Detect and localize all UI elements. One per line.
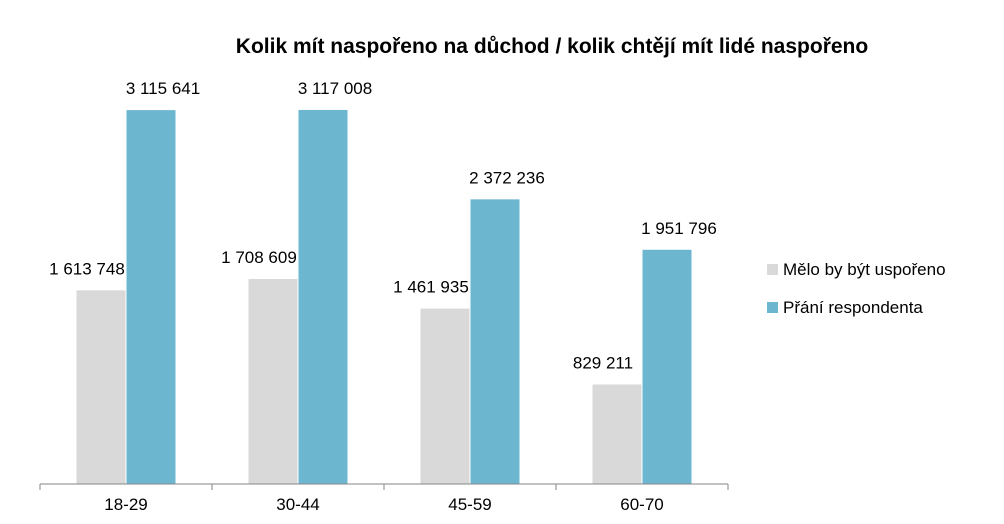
bar-prani-30-44 <box>298 109 348 484</box>
bar-melo-by-byt-45-59 <box>420 308 470 484</box>
x-tick-label: 30-44 <box>276 495 319 514</box>
legend-label: Mělo by být uspořeno <box>783 260 946 279</box>
data-label: 829 211 <box>573 353 633 372</box>
data-label: 1 708 609 <box>221 248 297 267</box>
x-tick-label: 60-70 <box>620 495 663 514</box>
x-axis: 18-29 30-44 45-59 60-70 <box>39 483 729 514</box>
data-labels-group: 1 613 748 3 115 641 1 708 609 3 117 008 1 46… <box>49 79 717 373</box>
legend-label: Přání respondenta <box>783 298 923 317</box>
bar-prani-18-29 <box>126 110 176 484</box>
data-label: 1 461 935 <box>393 278 469 297</box>
legend: Mělo by být uspořeno Přání respondenta <box>767 260 946 317</box>
bar-melo-by-byt-18-29 <box>76 290 126 484</box>
legend-swatch <box>767 264 778 275</box>
chart-title: Kolik mít naspořeno na důchod / kolik ch… <box>236 35 868 58</box>
bar-melo-by-byt-30-44 <box>248 278 298 484</box>
bar-melo-by-byt-60-70 <box>592 384 642 484</box>
bar-prani-60-70 <box>642 249 692 484</box>
data-label: 1 951 796 <box>641 219 717 238</box>
bars-group <box>76 109 692 485</box>
x-tick-label: 18-29 <box>104 495 147 514</box>
x-tick-label: 45-59 <box>448 495 491 514</box>
legend-swatch <box>767 302 778 313</box>
data-label: 3 115 641 <box>126 79 200 98</box>
data-label: 1 613 748 <box>49 259 125 278</box>
data-label: 3 117 008 <box>298 79 372 98</box>
data-label: 2 372 236 <box>469 168 545 187</box>
bar-prani-45-59 <box>470 199 520 485</box>
